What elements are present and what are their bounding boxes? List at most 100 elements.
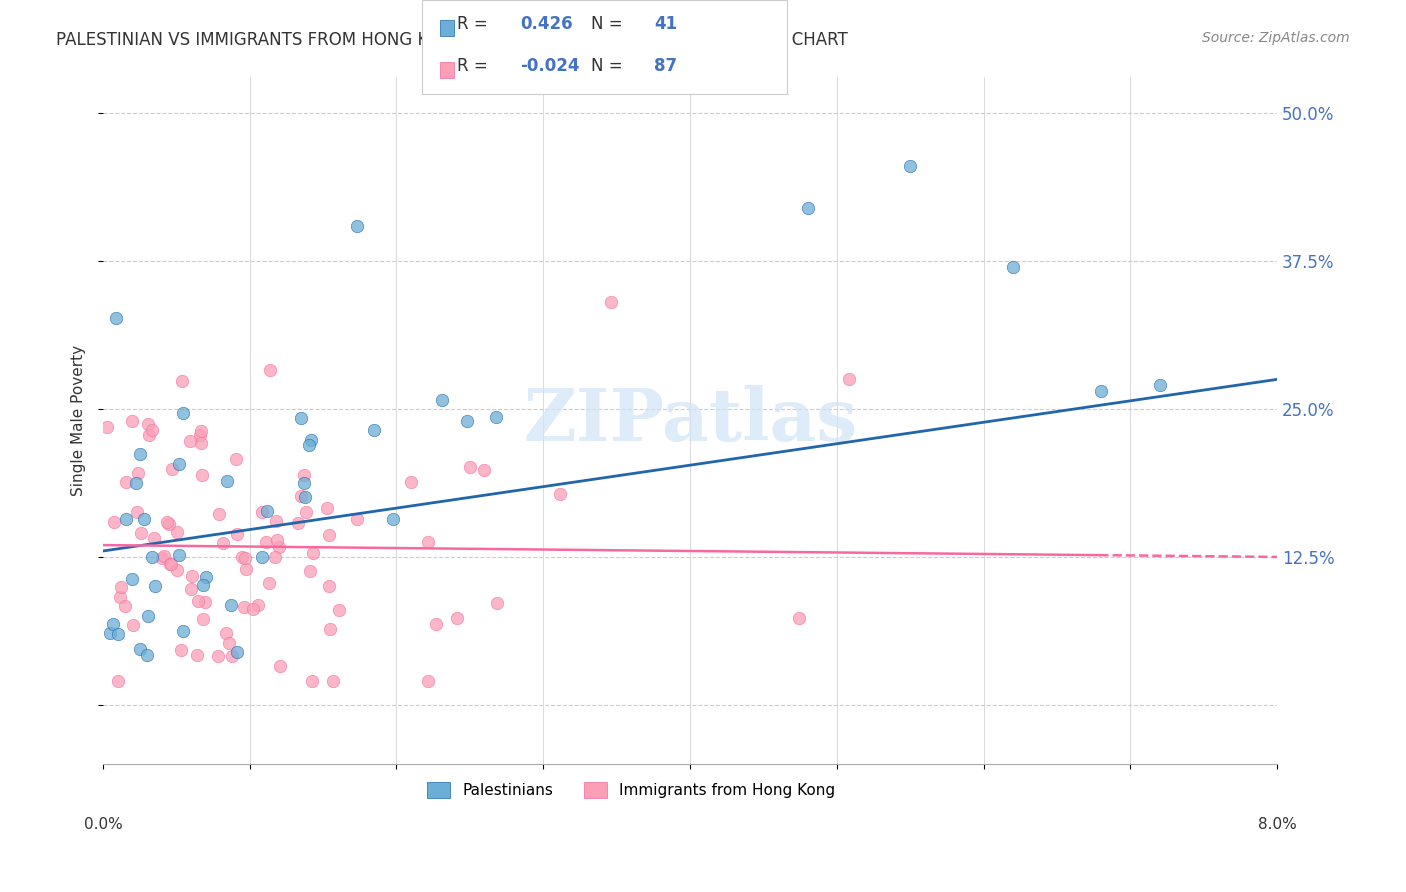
Point <box>127 467 149 481</box>
Point <box>247 599 270 613</box>
Point <box>363 423 385 437</box>
Point <box>125 475 148 490</box>
Point <box>474 462 496 476</box>
Point <box>207 649 229 664</box>
Point <box>266 533 288 547</box>
Point <box>418 674 440 689</box>
Point <box>401 475 423 490</box>
Point <box>141 549 163 564</box>
Point <box>107 674 129 689</box>
Point <box>172 406 194 420</box>
Point <box>295 505 318 519</box>
Point <box>98 626 121 640</box>
Point <box>254 535 277 549</box>
Point <box>170 374 193 388</box>
Legend: Palestinians, Immigrants from Hong Kong: Palestinians, Immigrants from Hong Kong <box>422 776 841 805</box>
Point <box>486 595 509 609</box>
Point <box>290 411 312 425</box>
Point <box>456 413 478 427</box>
Text: -0.024: -0.024 <box>520 57 579 75</box>
Text: 0.0%: 0.0% <box>83 817 122 832</box>
Point <box>298 438 321 452</box>
Point <box>150 550 173 565</box>
Point <box>136 609 159 624</box>
Point <box>250 505 273 519</box>
Point <box>1149 378 1171 392</box>
Point <box>211 536 233 550</box>
Point <box>225 526 247 541</box>
Point <box>194 595 217 609</box>
Text: ZIPatlas: ZIPatlas <box>523 385 858 457</box>
Point <box>416 535 439 549</box>
Point <box>299 564 322 578</box>
Point <box>179 434 201 449</box>
Point <box>292 476 315 491</box>
Point <box>114 599 136 613</box>
Point <box>1002 260 1025 274</box>
Point <box>425 617 447 632</box>
Point <box>122 618 145 632</box>
Point <box>838 372 860 386</box>
Point <box>132 512 155 526</box>
Point <box>233 600 256 615</box>
Point <box>292 468 315 483</box>
Text: Source: ZipAtlas.com: Source: ZipAtlas.com <box>1202 31 1350 45</box>
Point <box>156 515 179 529</box>
Point <box>217 474 239 488</box>
Text: R =: R = <box>457 15 488 33</box>
Point <box>121 572 143 586</box>
Point <box>114 512 136 526</box>
Point <box>264 550 287 565</box>
Point <box>287 516 309 530</box>
Point <box>242 601 264 615</box>
Text: 0.426: 0.426 <box>520 15 572 33</box>
Text: 8.0%: 8.0% <box>1258 817 1296 832</box>
Point <box>138 428 160 442</box>
Point <box>190 424 212 438</box>
Point <box>159 557 181 571</box>
Point <box>108 590 131 604</box>
Point <box>548 486 571 500</box>
Point <box>188 428 211 442</box>
Point <box>167 548 190 562</box>
Point <box>103 515 125 529</box>
Point <box>328 603 350 617</box>
Point <box>315 501 337 516</box>
Point <box>136 648 159 662</box>
Point <box>221 648 243 663</box>
Point <box>225 451 247 466</box>
Point <box>190 436 212 450</box>
Point <box>299 433 322 447</box>
Point <box>181 569 204 583</box>
Point <box>231 549 253 564</box>
Point <box>170 643 193 657</box>
Point <box>219 598 242 612</box>
Point <box>319 622 342 636</box>
Point <box>166 563 188 577</box>
Text: N =: N = <box>591 15 621 33</box>
Point <box>103 616 125 631</box>
Point <box>180 582 202 596</box>
Text: R =: R = <box>457 57 488 75</box>
Point <box>796 201 818 215</box>
Point <box>153 549 176 563</box>
Point <box>129 447 152 461</box>
Point <box>157 517 180 532</box>
Point <box>257 575 280 590</box>
Point <box>250 549 273 564</box>
Point <box>346 512 368 526</box>
Point <box>142 531 165 545</box>
Point <box>301 674 323 689</box>
Point <box>193 578 215 592</box>
Y-axis label: Single Male Poverty: Single Male Poverty <box>72 345 86 496</box>
Point <box>256 504 278 518</box>
Text: 41: 41 <box>654 15 676 33</box>
Point <box>269 659 291 673</box>
Point <box>141 423 163 437</box>
Point <box>898 159 921 173</box>
Point <box>191 612 214 626</box>
Point <box>346 219 368 234</box>
Point <box>430 392 453 407</box>
Point <box>114 475 136 489</box>
Point <box>233 550 256 565</box>
